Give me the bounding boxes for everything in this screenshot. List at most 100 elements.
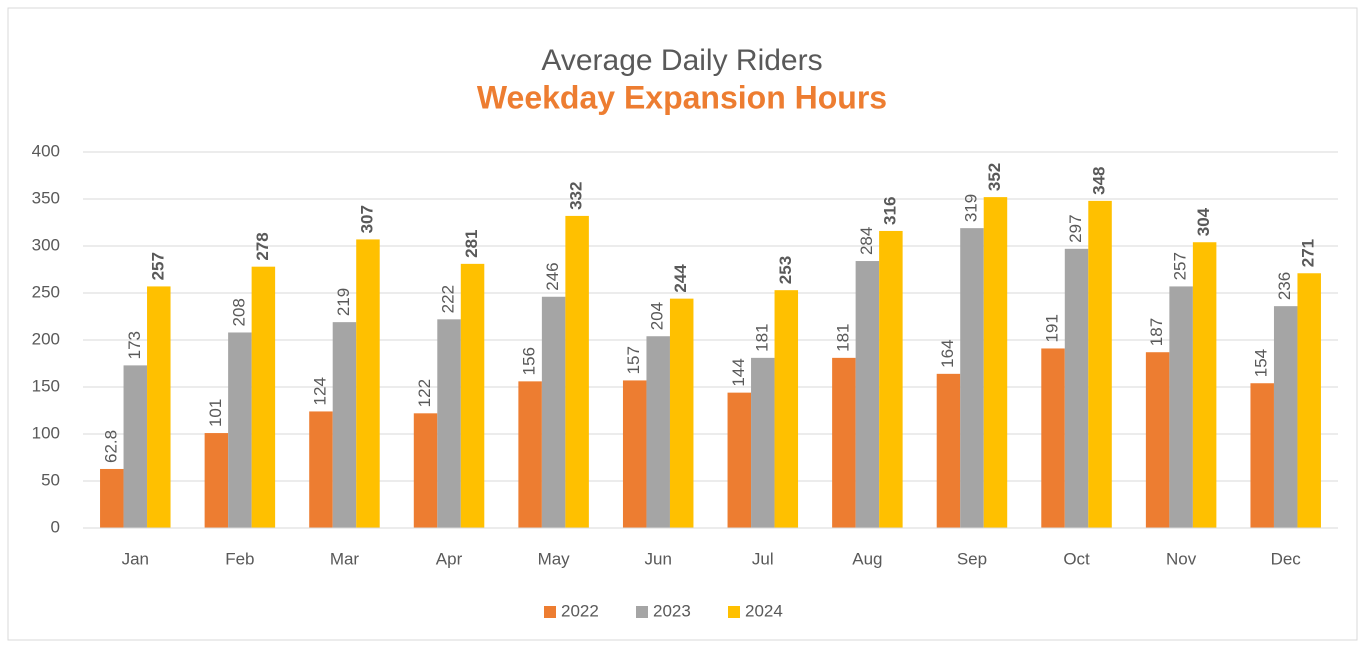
bar [879, 230, 903, 528]
data-label: 316 [880, 197, 899, 225]
y-tick-label: 350 [32, 188, 60, 207]
bar [204, 433, 229, 528]
bar [1041, 348, 1065, 528]
bar [622, 380, 647, 528]
data-label: 236 [1275, 272, 1294, 300]
bar [1250, 383, 1274, 528]
legend-swatch [728, 606, 740, 618]
data-label: 101 [206, 399, 225, 427]
x-tick-label: Jun [644, 549, 671, 568]
bar [1145, 352, 1170, 528]
x-tick-label: Dec [1271, 549, 1302, 568]
bar [541, 296, 566, 528]
data-label: 181 [833, 323, 852, 351]
x-tick-label: Feb [225, 549, 254, 568]
data-label: 257 [1171, 252, 1190, 280]
bar [309, 411, 333, 528]
x-tick-label: Nov [1166, 549, 1197, 568]
data-label: 352 [985, 163, 1004, 191]
data-label: 297 [1066, 214, 1085, 242]
bar [100, 468, 124, 528]
bar [1088, 200, 1112, 528]
bar [646, 336, 670, 528]
bar [518, 381, 542, 528]
x-tick-label: Mar [330, 549, 360, 568]
data-label: 154 [1252, 349, 1271, 377]
bar [669, 298, 694, 528]
bar [147, 286, 171, 528]
data-label: 348 [1090, 167, 1109, 195]
bar [983, 197, 1008, 528]
bar [832, 357, 856, 528]
data-label: 181 [752, 323, 771, 351]
legend-swatch [636, 606, 648, 618]
data-label: 278 [253, 232, 272, 260]
data-label: 156 [520, 347, 539, 375]
data-label: 124 [310, 377, 329, 405]
bar [1192, 242, 1217, 529]
data-label: 204 [648, 302, 667, 330]
data-label: 307 [357, 205, 376, 233]
y-tick-label: 150 [32, 376, 60, 395]
bar [228, 332, 252, 528]
x-tick-label: May [538, 549, 571, 568]
x-tick-label: Jan [122, 549, 149, 568]
bar [936, 373, 961, 528]
data-label: 284 [857, 227, 876, 255]
x-tick-label: Oct [1063, 549, 1090, 568]
y-tick-label: 0 [51, 517, 60, 536]
x-tick-label: Jul [752, 549, 774, 568]
data-label: 253 [776, 256, 795, 284]
data-label: 319 [961, 194, 980, 222]
legend-swatch [544, 606, 556, 618]
data-label: 191 [1043, 314, 1062, 342]
y-tick-label: 250 [32, 282, 60, 301]
data-label: 122 [415, 379, 434, 407]
bar [727, 392, 752, 528]
data-label: 281 [462, 229, 481, 257]
bar [413, 413, 438, 528]
data-label: 222 [439, 285, 458, 313]
bar [437, 319, 461, 528]
y-tick-label: 100 [32, 423, 60, 442]
bar [251, 266, 276, 528]
data-label: 164 [938, 339, 957, 367]
bar [1297, 273, 1321, 528]
chart-subtitle: Weekday Expansion Hours [477, 79, 887, 115]
y-tick-label: 200 [32, 329, 60, 348]
data-label: 257 [148, 252, 167, 280]
data-label: 208 [229, 298, 248, 326]
data-label: 219 [334, 288, 353, 316]
bar [774, 290, 799, 528]
bar [460, 263, 485, 528]
y-tick-label: 300 [32, 235, 60, 254]
bar [1169, 286, 1193, 528]
data-label: 304 [1194, 207, 1213, 236]
data-label: 246 [543, 262, 562, 290]
bar [1273, 306, 1298, 528]
data-label: 144 [729, 358, 748, 386]
data-label: 271 [1299, 239, 1318, 267]
x-tick-label: Apr [436, 549, 463, 568]
data-label: 187 [1147, 318, 1166, 346]
bar [565, 215, 589, 529]
x-tick-label: Sep [957, 549, 987, 568]
bar [123, 365, 148, 528]
data-label: 332 [567, 182, 586, 210]
legend-label: 2023 [653, 601, 691, 620]
bar [960, 228, 984, 528]
data-label: 62.8 [101, 430, 120, 463]
bar [855, 261, 880, 528]
data-label: 244 [671, 264, 690, 293]
data-label: 157 [624, 346, 643, 374]
bar [751, 357, 775, 528]
bar [1064, 248, 1089, 528]
data-label: 173 [125, 331, 144, 359]
y-tick-label: 400 [32, 141, 60, 160]
legend-label: 2022 [561, 601, 599, 620]
bar [356, 239, 380, 529]
x-tick-label: Aug [852, 549, 882, 568]
y-tick-label: 50 [41, 470, 60, 489]
bar [332, 322, 357, 528]
